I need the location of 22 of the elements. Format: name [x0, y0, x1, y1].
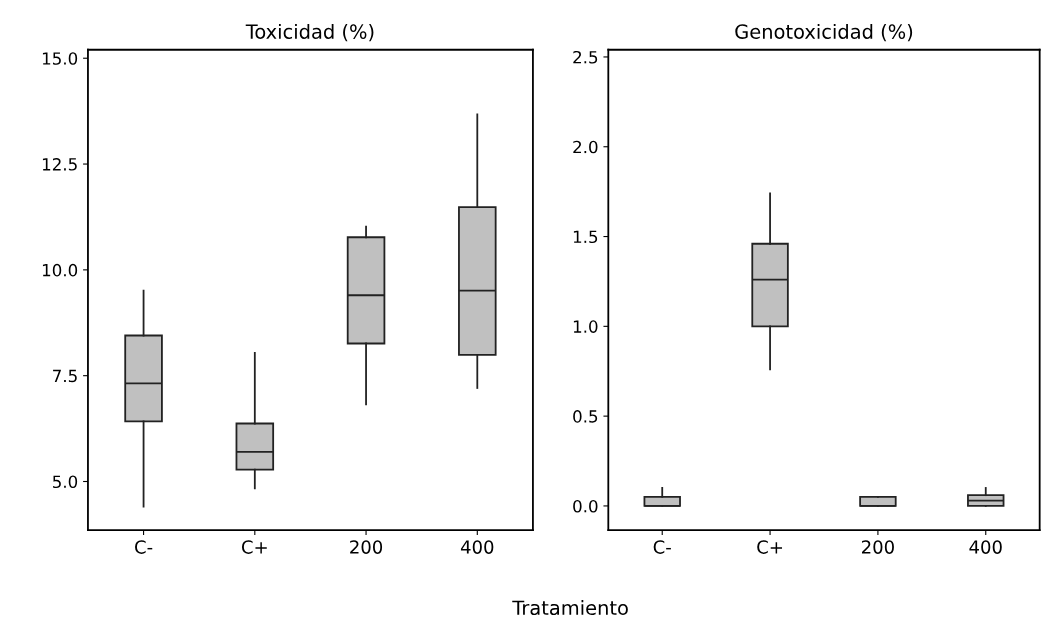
x-tick-label: 200 [350, 540, 383, 554]
chart-title: Genotoxicidad (%) [735, 23, 913, 42]
y-tick-label: 0.5 [573, 410, 598, 423]
x-tick-label: 200 [862, 540, 894, 554]
x-axis-title: Tratamiento [512, 600, 628, 616]
y-tick-label: 1.0 [573, 320, 598, 333]
y-tick-label: 1.5 [573, 230, 598, 244]
x-tick-label: C- [135, 540, 153, 554]
y-tick-label: 12.5 [42, 158, 77, 171]
y-tick-label: 2.0 [573, 140, 598, 154]
x-tick-label: C+ [757, 540, 783, 554]
y-tick-label: 0.0 [573, 499, 598, 513]
x-tick-label: 400 [460, 540, 494, 554]
x-tick-label: 400 [969, 540, 1002, 554]
chart-title: Toxicidad (%) [245, 23, 374, 42]
y-tick-label: 10.0 [42, 263, 78, 277]
x-tick-label: C- [653, 540, 671, 554]
y-tick-label: 7.5 [53, 369, 77, 383]
y-tick-label: 2.5 [573, 50, 598, 64]
y-tick-label: 15.0 [42, 52, 78, 65]
y-tick-label: 5.0 [53, 475, 78, 489]
x-tick-label: C+ [241, 540, 267, 554]
